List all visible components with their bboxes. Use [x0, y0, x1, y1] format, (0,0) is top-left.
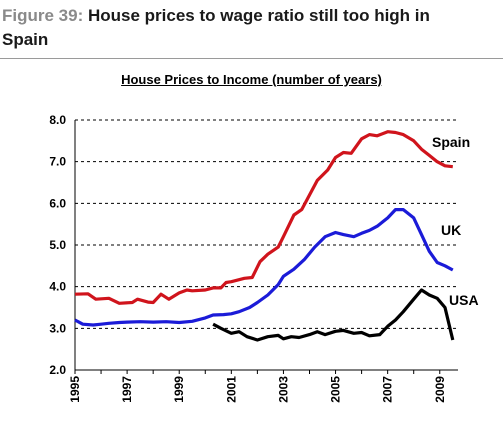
figure-title-line2: Spain — [2, 30, 49, 49]
y-tick-label: 8.0 — [49, 113, 66, 127]
x-tick-label: 1995 — [68, 376, 82, 403]
series-label-spain: Spain — [432, 134, 470, 150]
figure-title-line1: House prices to wage ratio still too hig… — [83, 6, 430, 25]
x-tick-label: 1997 — [120, 376, 134, 403]
y-tick-label: 7.0 — [49, 155, 66, 169]
series-label-usa: USA — [449, 292, 479, 308]
figure-title: Figure 39: House prices to wage ratio st… — [2, 4, 498, 28]
series-line-usa — [212, 288, 455, 342]
figure-header: Figure 39: House prices to wage ratio st… — [2, 4, 498, 52]
y-tick-label: 3.0 — [49, 321, 66, 335]
series-line-uk — [74, 208, 454, 327]
y-tick-label: 6.0 — [49, 196, 66, 210]
x-tick-label: 2005 — [329, 376, 343, 403]
y-tick-label: 4.0 — [49, 280, 66, 294]
x-tick-label: 1999 — [172, 376, 186, 403]
chart-title: House Prices to Income (number of years) — [121, 72, 382, 87]
x-tick-label: 2001 — [224, 376, 238, 403]
series-line-spain — [74, 130, 453, 305]
x-tick-label: 2003 — [276, 376, 290, 403]
series-label-uk: UK — [441, 222, 461, 238]
header-divider — [0, 58, 503, 59]
figure-label: Figure 39: — [2, 6, 84, 25]
x-tick-label: 2009 — [433, 376, 447, 403]
y-tick-label: 2.0 — [49, 363, 66, 377]
x-tick-label: 2007 — [381, 376, 395, 403]
y-tick-label: 5.0 — [49, 238, 66, 252]
